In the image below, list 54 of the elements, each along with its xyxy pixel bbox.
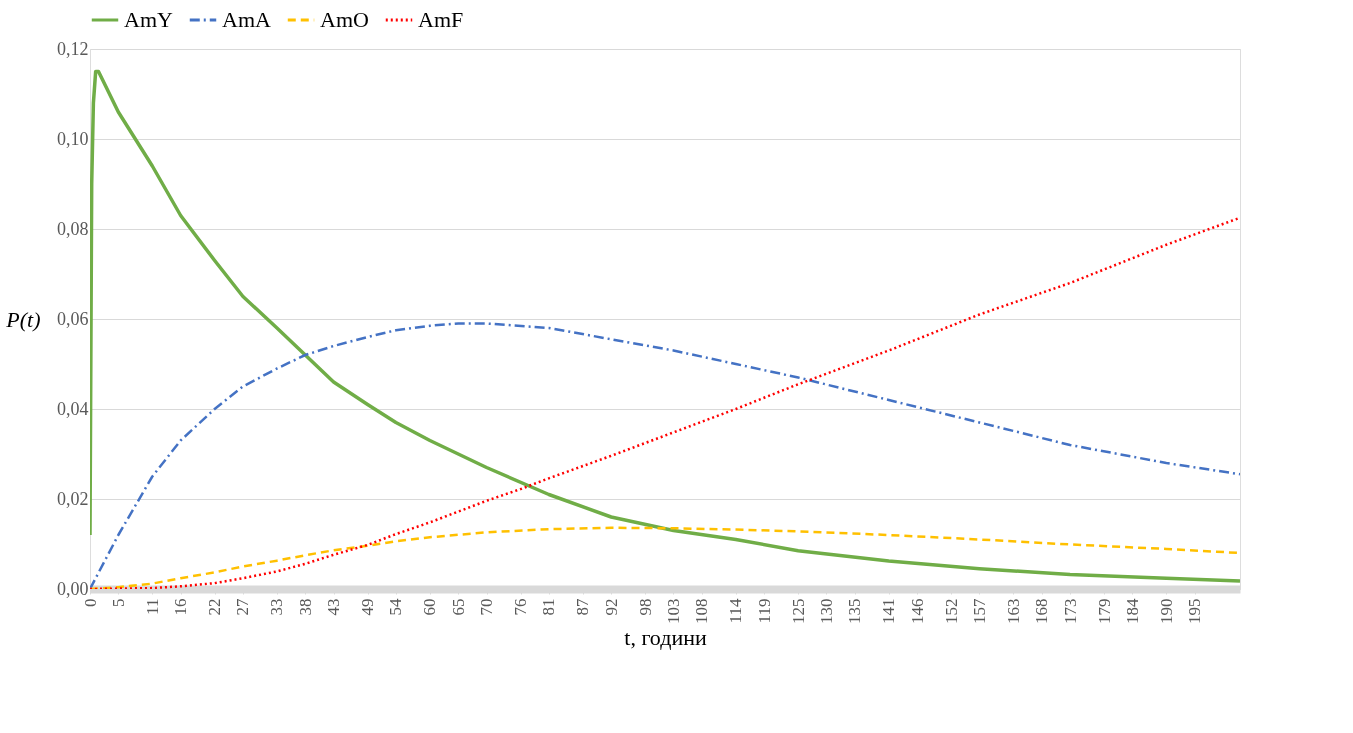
x-tick-label: 184 — [1122, 598, 1142, 624]
x-tick-label: 98 — [635, 598, 655, 616]
x-tick-label: 119 — [754, 598, 774, 624]
x-tick-label: 49 — [358, 598, 378, 616]
x-tick-label: 152 — [941, 598, 961, 624]
x-tick-label: 157 — [969, 598, 989, 624]
x-tick-label: 60 — [420, 598, 440, 616]
legend-label: AmY — [124, 7, 173, 32]
x-tick-label: 163 — [1003, 598, 1023, 624]
x-tick-label: 22 — [205, 598, 225, 616]
x-tick-label: 173 — [1060, 598, 1080, 624]
x-tick-label: 11 — [142, 598, 162, 615]
x-tick-label: 38 — [295, 598, 315, 616]
y-tick-label: 0,08 — [57, 218, 89, 239]
x-tick-label: 81 — [539, 598, 559, 616]
x-tick-label: 33 — [267, 598, 287, 616]
legend-label: AmF — [418, 7, 464, 32]
x-tick-label: 27 — [233, 598, 253, 616]
x-tick-label: 141 — [879, 598, 899, 624]
legend-label: AmA — [222, 7, 271, 32]
y-tick-label: 0,12 — [57, 38, 89, 59]
x-tick-label: 76 — [511, 598, 531, 616]
x-tick-label: 130 — [816, 598, 836, 624]
y-tick-label: 0,02 — [57, 488, 89, 509]
x-tick-label: 190 — [1156, 598, 1176, 624]
x-tick-label: 16 — [171, 598, 191, 616]
legend-label: AmO — [320, 7, 369, 32]
x-tick-label: 114 — [726, 598, 746, 624]
y-axis-title: P(t) — [5, 306, 41, 332]
x-tick-label: 103 — [664, 598, 683, 624]
y-tick-label: 0,10 — [57, 128, 89, 149]
line-series — [90, 216, 1240, 589]
y-tick-label: 0,04 — [57, 398, 89, 419]
x-tick-label: 108 — [692, 598, 712, 624]
x-tick-label: 92 — [601, 598, 621, 616]
line-series — [90, 526, 1240, 589]
x-tick-label: 0 — [80, 598, 100, 607]
x-tick-label: 168 — [1032, 598, 1052, 624]
x-tick-label: 146 — [907, 598, 927, 624]
x-tick-label: 179 — [1094, 598, 1114, 624]
line-series — [90, 322, 1240, 589]
x-tick-label: 70 — [477, 598, 497, 616]
x-tick-label: 125 — [788, 598, 808, 624]
x-tick-label: 5 — [108, 598, 128, 607]
x-tick-label: 65 — [448, 598, 468, 616]
y-tick-label: 0,00 — [57, 578, 89, 599]
y-tick-label: 0,06 — [57, 308, 89, 329]
x-tick-label: 195 — [1185, 598, 1205, 624]
x-tick-label: 43 — [324, 598, 344, 616]
x-tick-label: 135 — [845, 598, 865, 624]
x-tick-label: 54 — [386, 598, 406, 616]
x-tick-label: 87 — [573, 598, 593, 616]
x-axis-title: t, години — [624, 625, 707, 650]
line-series — [90, 69, 1240, 583]
